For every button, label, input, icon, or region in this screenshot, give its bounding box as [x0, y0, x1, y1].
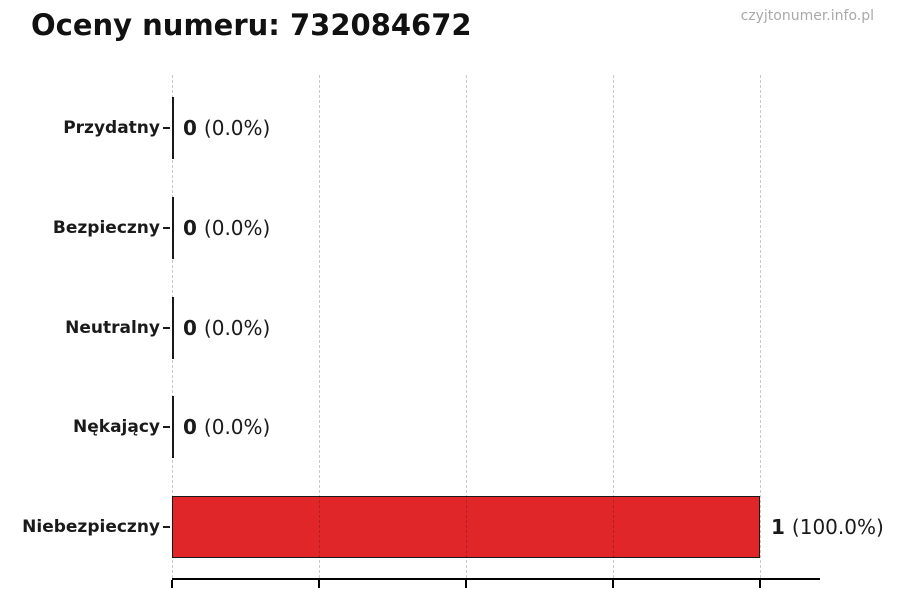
value-label: 0 (0.0%) [183, 414, 270, 440]
watermark-text: czyjtonumer.info.pl [740, 8, 874, 24]
x-axis-tick [465, 580, 467, 588]
gridline [613, 75, 614, 578]
category-label: Nękający [73, 417, 160, 437]
gridline [466, 75, 467, 578]
value-label: 0 (0.0%) [183, 315, 270, 341]
y-axis-tick [163, 327, 170, 329]
plot-area: 0 (0.0%) 0 (0.0%) 0 (0.0%) 0 (0.0%) 1 (100.0%) [171, 75, 884, 588]
value-count: 1 [771, 515, 785, 539]
category-label: Przydatny [63, 118, 160, 138]
gridline [319, 75, 320, 578]
value-percent: (0.0%) [203, 116, 271, 140]
x-axis-tick [759, 580, 761, 588]
gridline [172, 75, 173, 578]
category-label: Neutralny [65, 318, 160, 338]
value-count: 0 [183, 116, 197, 140]
y-axis-tick [163, 526, 170, 528]
y-axis-tick [163, 227, 170, 229]
value-count: 0 [183, 216, 197, 240]
gridline [760, 75, 761, 578]
value-count: 0 [183, 415, 197, 439]
bar-1 [172, 97, 174, 159]
x-axis-tick [171, 580, 173, 588]
chart-title: Oceny numeru: 732084672 [31, 8, 472, 42]
value-percent: (0.0%) [203, 415, 271, 439]
y-axis-tick [163, 127, 170, 129]
category-label: Bezpieczny [52, 218, 160, 238]
value-percent: (100.0%) [791, 515, 884, 539]
value-count: 0 [183, 316, 197, 340]
x-axis-tick [612, 580, 614, 588]
bar-4 [172, 396, 174, 458]
value-label: 0 (0.0%) [183, 215, 270, 241]
x-axis-tick [318, 580, 320, 588]
y-axis-tick [163, 426, 170, 428]
value-label: 0 (0.0%) [183, 115, 270, 141]
value-percent: (0.0%) [203, 216, 271, 240]
value-percent: (0.0%) [203, 316, 271, 340]
category-label: Niebezpieczny [22, 517, 160, 537]
value-label: 1 (100.0%) [771, 514, 884, 540]
bar-3 [172, 297, 174, 359]
bar-2 [172, 197, 174, 259]
